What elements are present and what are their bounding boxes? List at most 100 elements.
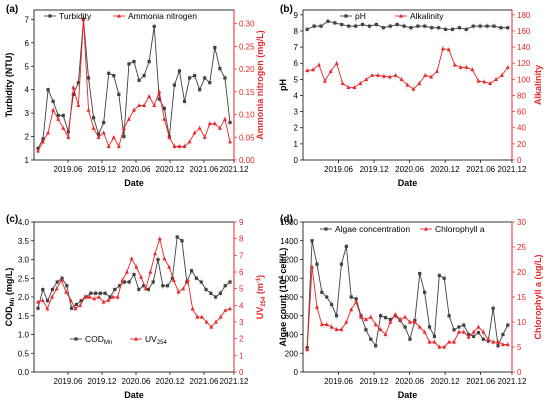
series-left <box>305 236 510 352</box>
data-point <box>162 256 167 261</box>
legend-entry: Ammonia nitrogen <box>113 11 197 21</box>
data-point <box>375 73 380 77</box>
y-right-tick-label: 140 <box>517 43 531 52</box>
series-right <box>305 44 510 94</box>
legend-entry: Chlorophyll a <box>420 224 485 234</box>
y-right-tick-label: 80 <box>517 91 526 100</box>
x-tick-label: 2020.12 <box>431 377 460 386</box>
data-point <box>122 280 126 284</box>
data-point <box>151 280 155 284</box>
y-right-tick-label: 20 <box>517 268 526 277</box>
data-point <box>81 16 86 21</box>
data-point <box>222 116 227 121</box>
data-point <box>407 319 412 324</box>
legend-entry: UV254 <box>130 334 167 346</box>
data-point <box>175 235 179 239</box>
data-point <box>56 116 61 121</box>
y-right-axis-label: Chlorophyll a (ug/L) <box>533 255 543 340</box>
y-right-axis-label-sub: 254 <box>261 296 267 307</box>
data-point <box>383 332 388 337</box>
data-point <box>198 88 202 92</box>
data-point <box>218 314 223 319</box>
y-right-tick-label: 0 <box>239 368 244 377</box>
y-right-axis-label-base: UV <box>255 307 265 320</box>
data-point <box>388 319 393 324</box>
data-point <box>228 139 232 144</box>
legend-entry: pH <box>340 11 366 21</box>
panel-label: (a) <box>6 4 18 15</box>
plot-frame <box>33 221 235 373</box>
y-right-tick-label: 0.15 <box>239 88 255 97</box>
data-point <box>122 134 126 139</box>
data-point <box>402 24 406 28</box>
data-point <box>217 125 222 130</box>
y-right-tick-label: 0.05 <box>239 133 255 142</box>
data-point <box>334 314 339 318</box>
data-point <box>54 286 59 291</box>
data-point <box>383 316 388 320</box>
data-point <box>59 278 64 282</box>
data-point <box>192 130 197 135</box>
data-point <box>185 278 190 282</box>
data-point <box>403 325 407 329</box>
data-point <box>418 271 422 276</box>
data-point <box>305 27 309 31</box>
data-point <box>142 103 147 108</box>
data-point <box>388 317 392 322</box>
x-tick-label: 2021.12 <box>220 165 249 174</box>
data-point <box>46 88 50 92</box>
y-right-axis-label: Ammonia nitrogen (mg/L) <box>255 30 265 140</box>
data-point <box>202 135 207 139</box>
data-point <box>73 306 78 311</box>
data-point <box>166 284 170 288</box>
data-point <box>61 125 66 130</box>
series-right <box>36 234 232 331</box>
data-point <box>91 116 96 120</box>
data-point <box>324 322 329 327</box>
data-point <box>213 319 218 324</box>
data-point <box>214 295 218 299</box>
data-point <box>352 85 357 90</box>
data-point <box>177 144 182 148</box>
data-point <box>305 68 310 73</box>
y-left-tick-label: 3.5 <box>18 237 30 246</box>
data-point <box>326 19 330 23</box>
legend-label: Ammonia nitrogen <box>128 11 197 21</box>
y-left-tick-label: 9 <box>294 11 299 20</box>
data-point <box>485 24 489 28</box>
data-point <box>316 62 321 67</box>
y-left-tick-label: 7 <box>294 43 299 52</box>
data-point <box>369 337 373 341</box>
data-point <box>476 78 481 83</box>
data-point <box>476 331 481 335</box>
data-point <box>320 290 324 294</box>
data-point <box>223 284 227 288</box>
legend-entry: Alkalinity <box>395 11 444 21</box>
data-point <box>172 83 177 87</box>
data-point <box>344 244 348 248</box>
y-left-tick-label: 4 <box>25 86 30 95</box>
x-axis-label: Date <box>398 390 418 400</box>
data-point <box>435 69 440 73</box>
data-point <box>61 113 65 118</box>
data-point <box>70 306 74 310</box>
data-point <box>102 120 106 125</box>
data-point <box>354 297 358 301</box>
chart-panel-2: (b)2019.06 2019.12 2020.06 2020.12 2021.06 20… <box>278 4 543 188</box>
chart-panel-4: (d)2019.06 2019.12 2020.06 2020.12 2021.06 20… <box>278 214 543 400</box>
data-point <box>457 26 461 30</box>
data-point <box>416 24 420 28</box>
y-left-axis-label-base: Algae count (10 <box>278 279 288 346</box>
data-point <box>481 329 486 334</box>
data-point <box>167 135 172 139</box>
data-point <box>45 306 50 311</box>
data-point <box>51 107 56 112</box>
data-point <box>129 256 134 261</box>
data-point <box>364 77 369 81</box>
data-point <box>106 298 111 302</box>
y-left-tick-label: 0.0 <box>18 368 30 377</box>
y-left-tick-label: 4.0 <box>18 218 30 227</box>
data-point <box>209 291 213 295</box>
data-point <box>427 325 432 329</box>
data-point <box>110 294 115 299</box>
